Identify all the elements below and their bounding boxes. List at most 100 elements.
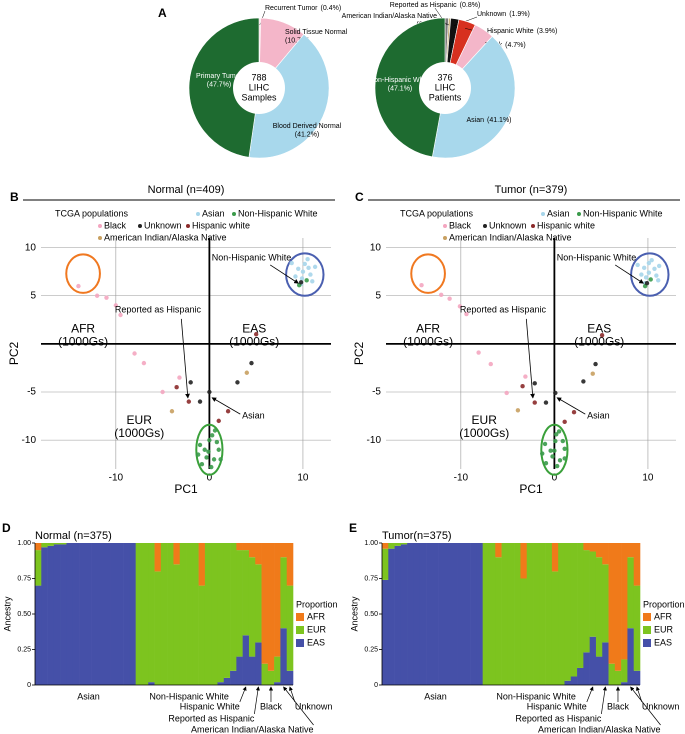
bar-segment: [148, 543, 155, 683]
y-tick-label: -5: [372, 387, 381, 398]
bar-segment: [614, 670, 622, 685]
bar-segment: [520, 543, 528, 579]
bar-segment: [60, 544, 67, 685]
cluster-sublabel: (1000Gs): [229, 335, 279, 349]
point: [552, 448, 557, 453]
bar-segment: [470, 543, 477, 685]
label-arrow: [288, 686, 296, 703]
point: [557, 458, 563, 463]
x-category-label: Non-Hispanic White: [149, 691, 229, 701]
bar-segment: [66, 543, 74, 685]
bar-segment: [116, 543, 124, 685]
y-tick-label: -10: [367, 435, 382, 446]
point: [312, 264, 318, 270]
slice-value: (47.7%): [207, 81, 232, 88]
slice-name: Reported as Hispanic: [390, 2, 457, 9]
x-axis-label: PC1: [519, 482, 543, 496]
slice-name: Unknown: [477, 11, 506, 18]
bar-segment: [141, 543, 149, 685]
bar-segment: [426, 543, 433, 685]
cluster-label: AFR: [416, 322, 440, 336]
point: [504, 390, 509, 396]
point: [197, 442, 203, 448]
reference-cluster: [630, 252, 670, 297]
reference-cluster: [285, 252, 325, 297]
point: [562, 456, 567, 461]
point: [590, 371, 595, 376]
bar-segment: [280, 543, 288, 558]
point: [523, 374, 528, 379]
point: [235, 380, 240, 385]
reference-cluster: [410, 253, 446, 294]
point: [300, 269, 306, 274]
point: [216, 418, 221, 424]
y-axis-label: PC2: [352, 342, 366, 366]
point: [202, 447, 207, 452]
slice-label: Asian (41.1%): [466, 117, 511, 124]
y-tick-label: 0: [27, 682, 31, 689]
bar-segment: [35, 585, 42, 685]
x-tick-label: 10: [297, 473, 309, 484]
slice-value: (41.1%): [487, 117, 512, 124]
bar-segment: [248, 543, 256, 558]
point: [635, 262, 640, 268]
bar-segment: [589, 543, 597, 552]
bar-segment: [198, 543, 206, 586]
slice-value: (41.2%): [295, 131, 320, 138]
point: [532, 381, 537, 386]
legend-dot: [138, 224, 142, 228]
bar-segment: [520, 578, 528, 685]
bar-segment: [382, 548, 389, 580]
point: [216, 447, 221, 452]
bar-segment: [633, 543, 641, 586]
label-arrow: [635, 686, 643, 703]
bar-segment: [248, 557, 256, 657]
bar-segment: [526, 543, 534, 685]
point: [652, 266, 657, 271]
point: [562, 419, 567, 425]
point: [207, 389, 212, 395]
x-tick-label: 0: [552, 473, 558, 484]
x-category-label: Black: [260, 701, 283, 711]
bar-segment: [286, 670, 294, 685]
label-arrow: [601, 686, 607, 715]
y-tick-label: 5: [375, 290, 381, 301]
bar-segment: [47, 543, 55, 546]
bar-segment: [482, 543, 490, 685]
point: [113, 303, 119, 308]
bar-segment: [621, 543, 628, 660]
legend-dot: [483, 224, 487, 228]
bar-segment: [179, 543, 187, 685]
bar-segment: [223, 543, 231, 678]
bar-segment: [242, 550, 250, 636]
annotation-arrow: [180, 318, 190, 399]
bar-segment: [589, 636, 597, 685]
slice-name: Non-Hispanic White: [369, 77, 431, 84]
bar-segment: [621, 659, 628, 683]
point: [177, 375, 182, 380]
bar-segment: [633, 670, 641, 685]
slice-name: American Indian/Alaska Native: [342, 13, 437, 20]
bar-segment: [444, 543, 452, 685]
bar-segment: [388, 543, 395, 549]
point: [253, 332, 259, 337]
point: [654, 273, 659, 278]
bar-segment: [577, 667, 584, 685]
bar-segment: [627, 543, 635, 558]
legend-dot: [98, 236, 102, 240]
bar-segment: [104, 543, 111, 685]
center-label: 788: [251, 72, 266, 82]
bar-segment: [463, 543, 471, 685]
y-tick-label: 10: [25, 242, 37, 253]
x-category-label: Asian: [77, 691, 100, 701]
point: [299, 276, 305, 281]
bar-segment: [501, 543, 509, 685]
cluster-sublabel: (1000Gs): [58, 335, 108, 349]
point: [204, 455, 209, 460]
cluster-label: EAS: [242, 322, 266, 336]
point: [646, 270, 652, 275]
bar-segment: [160, 543, 168, 685]
bar-segment: [595, 543, 603, 558]
legend-dot: [232, 212, 236, 216]
bar-segment: [211, 543, 218, 685]
